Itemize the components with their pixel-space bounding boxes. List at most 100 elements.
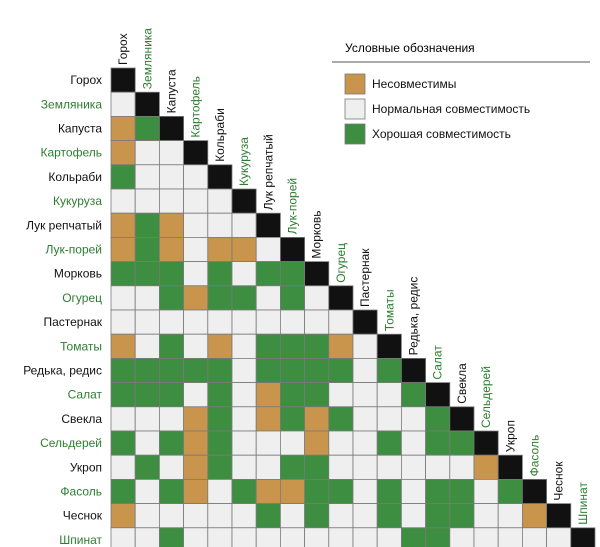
cell-normal	[158, 406, 184, 432]
cell-good	[304, 503, 330, 529]
cell-good	[279, 357, 305, 383]
diagonal-cell	[134, 91, 160, 117]
cell-normal	[352, 430, 378, 456]
cell-normal	[328, 503, 354, 529]
column-label: Пастернак	[358, 248, 372, 307]
cell-normal	[328, 430, 354, 456]
cell-normal	[207, 309, 233, 335]
cell-good	[158, 382, 184, 408]
diagonal-cell	[231, 188, 257, 214]
cell-incompatible	[304, 406, 330, 432]
cell-normal	[183, 503, 209, 529]
cell-normal	[304, 285, 330, 311]
cell-normal	[134, 478, 160, 504]
cell-normal	[110, 285, 136, 311]
cell-good	[279, 261, 305, 287]
cell-incompatible	[110, 236, 136, 262]
grid-cells	[110, 67, 596, 547]
diagonal-cell	[400, 357, 426, 383]
cell-good	[425, 503, 451, 529]
cell-normal	[255, 236, 281, 262]
cell-normal	[207, 503, 233, 529]
cell-good	[425, 430, 451, 456]
cell-good	[376, 357, 402, 383]
cell-normal	[183, 188, 209, 214]
column-label: Салат	[431, 345, 445, 380]
cell-normal	[231, 333, 257, 359]
row-label: Сельдерей	[40, 436, 102, 450]
cell-good	[110, 430, 136, 456]
cell-normal	[231, 309, 257, 335]
cell-normal	[328, 309, 354, 335]
cell-incompatible	[255, 382, 281, 408]
cell-normal	[449, 454, 475, 480]
cell-incompatible	[110, 116, 136, 142]
cell-normal	[231, 503, 257, 529]
cell-good	[207, 430, 233, 456]
cell-normal	[183, 261, 209, 287]
diagonal-cell	[546, 503, 572, 529]
cell-incompatible	[183, 478, 209, 504]
legend: Условные обозначения Несовместимы Нормаль…	[332, 41, 590, 145]
cell-good	[134, 357, 160, 383]
row-label: Шпинат	[59, 533, 102, 547]
column-labels: Горох Земляника Капуста Картофель Кольраби Ку…	[116, 28, 590, 525]
row-label: Кукуруза	[53, 194, 102, 208]
cell-normal	[134, 164, 160, 190]
cell-good	[183, 357, 209, 383]
cell-normal	[158, 140, 184, 166]
cell-normal	[207, 212, 233, 238]
cell-good	[328, 357, 354, 383]
cell-good	[425, 478, 451, 504]
cell-good	[158, 285, 184, 311]
cell-good	[255, 357, 281, 383]
cell-normal	[110, 188, 136, 214]
row-label: Чеснок	[63, 509, 103, 523]
cell-incompatible	[183, 285, 209, 311]
column-label: Лук-порей	[286, 178, 300, 234]
cell-normal	[158, 188, 184, 214]
cell-normal	[134, 309, 160, 335]
cell-good	[134, 116, 160, 142]
cell-normal	[352, 478, 378, 504]
cell-normal	[158, 503, 184, 529]
cell-good	[255, 261, 281, 287]
column-label: Лук репчатый	[261, 134, 275, 210]
row-label: Фасоль	[60, 485, 102, 499]
cell-normal	[134, 188, 160, 214]
row-label: Капуста	[58, 122, 102, 136]
cell-good	[231, 285, 257, 311]
cell-good	[255, 503, 281, 529]
cell-incompatible	[231, 236, 257, 262]
cell-normal	[255, 309, 281, 335]
cell-incompatible	[110, 503, 136, 529]
cell-normal	[158, 454, 184, 480]
legend-swatch-normal	[344, 98, 366, 120]
column-label: Редька, редис	[407, 277, 421, 356]
cell-normal	[231, 382, 257, 408]
cell-normal	[352, 357, 378, 383]
cell-normal	[110, 527, 136, 547]
cell-good	[400, 527, 426, 547]
cell-incompatible	[328, 333, 354, 359]
cell-good	[279, 406, 305, 432]
row-label: Укроп	[70, 460, 102, 474]
row-labels: Горох Земляника Капуста Картофель Кольраби Ку…	[23, 73, 103, 547]
column-label: Картофель	[189, 76, 203, 138]
row-label: Лук-порей	[46, 243, 102, 257]
column-label: Сельдерей	[479, 366, 493, 428]
cell-incompatible	[279, 478, 305, 504]
cell-normal	[158, 164, 184, 190]
cell-normal	[231, 261, 257, 287]
diagonal-cell	[304, 261, 330, 287]
cell-good	[207, 382, 233, 408]
cell-good	[158, 527, 184, 547]
cell-incompatible	[158, 212, 184, 238]
column-label: Томаты	[382, 289, 396, 331]
cell-normal	[328, 382, 354, 408]
cell-good	[279, 454, 305, 480]
cell-normal	[328, 454, 354, 480]
cell-normal	[376, 382, 402, 408]
cell-normal	[134, 285, 160, 311]
